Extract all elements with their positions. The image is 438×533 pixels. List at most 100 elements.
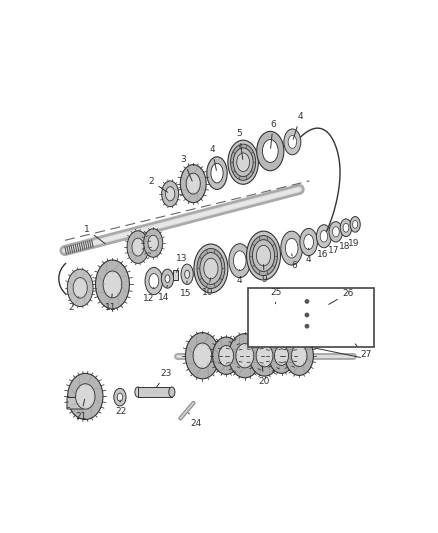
Ellipse shape	[73, 278, 87, 298]
Text: 5: 5	[237, 129, 243, 159]
Text: 14: 14	[158, 286, 170, 302]
Text: 26: 26	[328, 289, 354, 304]
Ellipse shape	[231, 144, 256, 180]
Ellipse shape	[256, 245, 271, 266]
Ellipse shape	[236, 344, 254, 368]
Text: 4: 4	[209, 145, 216, 171]
Ellipse shape	[229, 244, 251, 278]
Ellipse shape	[332, 227, 339, 237]
Text: 20: 20	[258, 365, 270, 386]
Ellipse shape	[228, 140, 258, 184]
Ellipse shape	[319, 305, 333, 325]
Ellipse shape	[233, 148, 253, 176]
Ellipse shape	[162, 181, 179, 207]
Ellipse shape	[320, 230, 328, 242]
Ellipse shape	[148, 235, 159, 251]
Ellipse shape	[132, 238, 144, 256]
Text: 22: 22	[115, 400, 127, 416]
Text: 3: 3	[180, 155, 192, 181]
Ellipse shape	[211, 163, 223, 183]
Ellipse shape	[103, 271, 122, 298]
Circle shape	[305, 300, 309, 303]
Ellipse shape	[95, 260, 130, 309]
Ellipse shape	[281, 231, 303, 265]
Ellipse shape	[291, 345, 307, 367]
Ellipse shape	[194, 244, 228, 293]
Text: 12: 12	[143, 287, 154, 303]
Ellipse shape	[268, 338, 294, 374]
Text: 25: 25	[270, 288, 282, 304]
Text: 10: 10	[202, 278, 214, 297]
Text: 1: 1	[84, 225, 105, 244]
Text: 19: 19	[348, 239, 359, 247]
Ellipse shape	[166, 187, 175, 201]
Text: 24: 24	[188, 413, 202, 428]
Ellipse shape	[76, 384, 95, 409]
Ellipse shape	[114, 389, 126, 406]
Text: 27: 27	[355, 344, 371, 359]
Ellipse shape	[204, 258, 218, 279]
Text: 4: 4	[305, 248, 311, 264]
Ellipse shape	[300, 229, 318, 256]
Ellipse shape	[67, 374, 103, 419]
FancyBboxPatch shape	[67, 398, 84, 409]
Text: 11: 11	[105, 294, 117, 312]
Ellipse shape	[256, 344, 273, 367]
Ellipse shape	[197, 248, 225, 288]
Ellipse shape	[275, 346, 289, 366]
Ellipse shape	[186, 173, 200, 194]
Text: 4: 4	[293, 112, 303, 139]
Ellipse shape	[145, 268, 162, 295]
Ellipse shape	[127, 231, 149, 263]
Ellipse shape	[266, 304, 285, 331]
Ellipse shape	[285, 336, 314, 375]
Text: 2: 2	[68, 297, 78, 312]
Ellipse shape	[212, 337, 240, 374]
Ellipse shape	[200, 253, 222, 285]
FancyBboxPatch shape	[248, 288, 374, 347]
Ellipse shape	[343, 223, 349, 232]
Ellipse shape	[161, 269, 173, 288]
Ellipse shape	[250, 236, 277, 276]
Text: 2: 2	[148, 176, 168, 192]
Text: 23: 23	[156, 369, 171, 387]
Ellipse shape	[67, 269, 93, 306]
Ellipse shape	[304, 235, 314, 249]
Ellipse shape	[317, 225, 332, 248]
Text: 9: 9	[261, 264, 267, 284]
Text: 21: 21	[75, 399, 86, 421]
Ellipse shape	[237, 153, 250, 172]
Ellipse shape	[233, 251, 246, 271]
Ellipse shape	[180, 165, 206, 203]
Ellipse shape	[249, 335, 280, 376]
Ellipse shape	[144, 229, 162, 257]
Ellipse shape	[135, 387, 141, 397]
Text: 17: 17	[328, 246, 340, 255]
Text: 16: 16	[317, 251, 328, 260]
Circle shape	[305, 313, 309, 317]
Ellipse shape	[207, 157, 227, 189]
Bar	[138, 387, 172, 397]
Text: 18: 18	[339, 242, 350, 251]
Ellipse shape	[165, 275, 170, 282]
Ellipse shape	[169, 387, 175, 397]
Ellipse shape	[329, 222, 343, 242]
Ellipse shape	[340, 219, 352, 237]
Ellipse shape	[262, 140, 278, 163]
Ellipse shape	[185, 333, 219, 379]
Circle shape	[305, 325, 309, 328]
Ellipse shape	[257, 131, 284, 171]
Ellipse shape	[219, 345, 233, 366]
Ellipse shape	[350, 216, 360, 232]
Ellipse shape	[185, 270, 190, 278]
Ellipse shape	[314, 297, 339, 333]
Ellipse shape	[258, 293, 293, 342]
Bar	[173, 270, 178, 280]
Ellipse shape	[181, 264, 193, 285]
Ellipse shape	[252, 240, 275, 271]
Ellipse shape	[284, 129, 301, 155]
Text: 6: 6	[292, 254, 297, 270]
Ellipse shape	[353, 221, 358, 228]
Ellipse shape	[117, 393, 123, 401]
Text: 4: 4	[237, 270, 242, 285]
